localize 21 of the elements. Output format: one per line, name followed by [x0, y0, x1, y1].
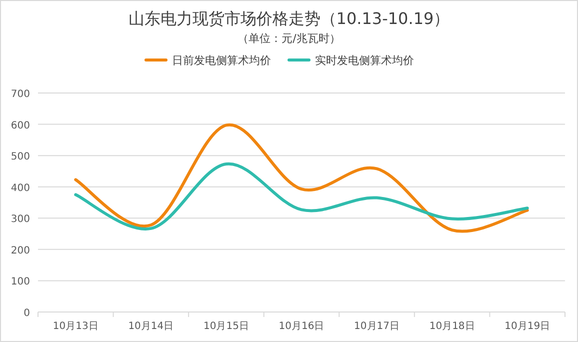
y-tick-label: 300 — [10, 214, 30, 226]
x-tick-label: 10月14日 — [128, 321, 174, 332]
chart-subtitle: （单位：元/兆瓦时） — [238, 32, 340, 45]
x-tick-label: 10月15日 — [203, 321, 249, 332]
y-tick-label: 100 — [10, 276, 30, 288]
y-tick-label: 600 — [10, 120, 30, 132]
x-tick-label: 10月18日 — [429, 321, 475, 332]
x-tick-label: 10月19日 — [504, 321, 550, 332]
chart-title: 山东电力现货市场价格走势（10.13-10.19） — [128, 9, 450, 28]
legend-label: 实时发电侧算术均价 — [315, 54, 414, 67]
x-tick-label: 10月13日 — [52, 321, 98, 332]
y-tick-label: 0 — [24, 308, 30, 319]
x-tick-label: 10月16日 — [278, 321, 324, 332]
legend-label: 日前发电侧算术均价 — [172, 54, 271, 67]
line-series — [74, 162, 529, 230]
y-tick-label: 200 — [10, 245, 30, 256]
y-tick-label: 500 — [10, 152, 30, 163]
y-tick-label: 700 — [10, 89, 30, 100]
line-series — [74, 124, 529, 233]
y-tick-label: 400 — [10, 182, 30, 194]
x-tick-label: 10月17日 — [354, 321, 400, 332]
